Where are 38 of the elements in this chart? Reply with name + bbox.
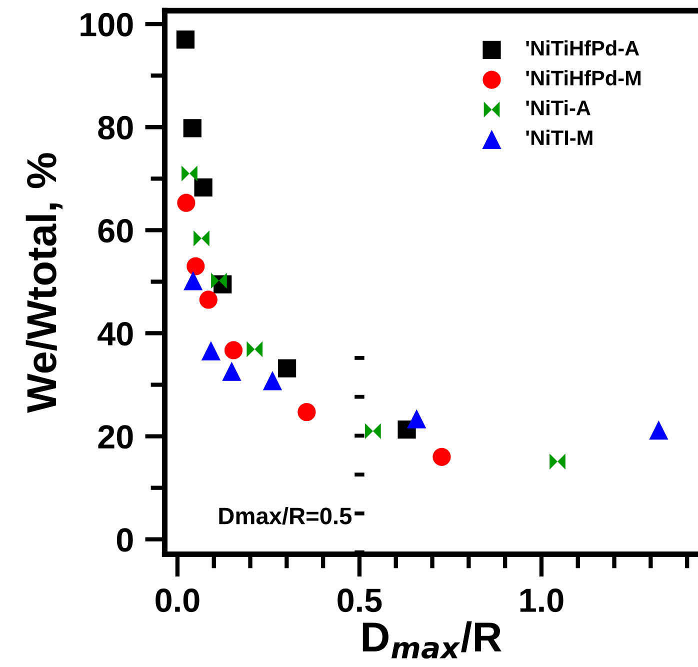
- point: [298, 403, 316, 422]
- point: [186, 257, 205, 276]
- point: [199, 290, 218, 309]
- point: [176, 30, 195, 49]
- point: [222, 362, 242, 381]
- y-tick-label: 100: [80, 12, 133, 36]
- y-axis-title: We/Wtotal, %: [26, 153, 62, 413]
- point: [183, 119, 202, 138]
- legend-label: 'NiTI-M: [526, 130, 592, 145]
- legend-label: 'NiTi-A: [526, 100, 590, 116]
- legend-label: 'NiTiHfPd-M: [526, 70, 641, 86]
- point: [184, 271, 203, 290]
- y-tick-label: 80: [98, 116, 133, 140]
- point: [177, 194, 196, 212]
- point: [194, 178, 212, 196]
- x-axis-title: D$_{max}$/R: [362, 621, 502, 659]
- point: [550, 454, 566, 470]
- y-tick-label: 40: [98, 322, 133, 346]
- legend-label: 'NiTiHfPd-A: [526, 40, 640, 56]
- point: [649, 420, 668, 440]
- y-tick-label: 20: [98, 425, 133, 449]
- point: [182, 166, 198, 182]
- point: [278, 359, 296, 378]
- point: [201, 341, 221, 360]
- x-tick-label: 1.0: [520, 588, 564, 612]
- point: [432, 448, 451, 466]
- point: [407, 409, 426, 428]
- point: [365, 423, 381, 440]
- y-tick-label: 0: [116, 528, 133, 552]
- x-tick-label: 0.0: [156, 588, 200, 612]
- ref-line-label: Dmax/R=0.5: [219, 507, 352, 525]
- point: [224, 341, 243, 360]
- point: [211, 272, 227, 289]
- point: [194, 230, 210, 246]
- point: [262, 371, 282, 390]
- point: [246, 341, 263, 358]
- y-tick-label: 60: [98, 218, 133, 243]
- x-tick-label: 0.5: [338, 588, 382, 612]
